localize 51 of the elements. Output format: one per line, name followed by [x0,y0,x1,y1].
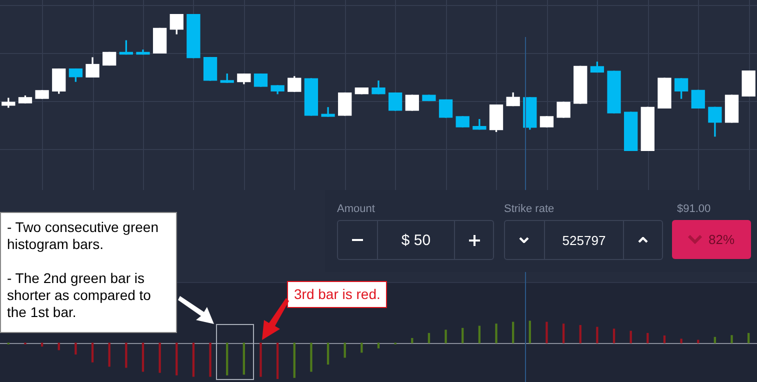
bar [680,338,682,344]
text: 82% [708,232,735,247]
bar [142,342,144,372]
bar [158,342,161,373]
text: 525797 [544,221,624,259]
annotation: - The 2nd green bar is shorter as compared to the 1st bar. [7,270,152,321]
bar [125,342,128,368]
bar [108,342,110,367]
bar [579,325,582,344]
text: $ 50 [378,221,456,259]
bar [428,332,430,344]
bar [478,326,481,344]
bar [226,342,228,376]
bar [646,332,649,344]
bar [562,324,565,344]
bar [326,342,330,365]
bar [260,342,262,377]
bar [612,328,616,344]
bar [748,332,750,344]
text: Strike rate [504,203,554,215]
bar [344,342,346,358]
bar [546,322,548,344]
bar [714,336,716,344]
bar [730,335,733,344]
bar [630,330,632,344]
bar [293,342,296,378]
bar [377,342,380,348]
bar [663,335,666,344]
bar [596,326,598,344]
bar [176,342,178,376]
text: - Two consecutive green histogram bars. [7,219,160,253]
bar [192,342,195,377]
bar [697,340,700,344]
bar [242,342,245,375]
text: Amount [337,203,375,215]
text: 3rd bar is red. [287,281,388,308]
bar [411,338,414,344]
bar [40,342,44,347]
bar [58,342,60,350]
bar [74,342,77,354]
bar [91,342,94,362]
bar [444,330,447,344]
bar [528,320,531,344]
bar [276,342,279,379]
bar [495,324,498,344]
bar [360,342,363,353]
bar [512,322,514,344]
text: $91.00 [677,203,711,215]
bar [462,328,464,344]
bar [209,342,212,377]
bar [310,342,312,372]
